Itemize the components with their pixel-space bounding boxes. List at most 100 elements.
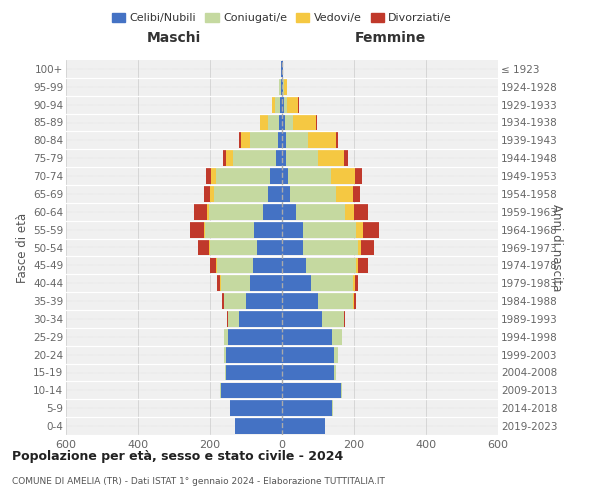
Bar: [226, 364, 282, 380]
Bar: [228, 329, 282, 344]
Bar: [346, 204, 354, 220]
Bar: [344, 150, 347, 166]
Bar: [285, 114, 293, 130]
Bar: [290, 186, 336, 202]
Bar: [279, 79, 280, 94]
Bar: [341, 382, 342, 398]
Bar: [278, 132, 282, 148]
Bar: [272, 97, 275, 112]
Bar: [275, 150, 282, 166]
Bar: [241, 132, 250, 148]
Bar: [250, 276, 282, 291]
Bar: [271, 168, 282, 184]
Bar: [281, 61, 282, 77]
Bar: [282, 258, 307, 273]
Bar: [223, 150, 226, 166]
Bar: [282, 347, 334, 362]
Bar: [361, 240, 374, 256]
Bar: [355, 276, 358, 291]
Bar: [332, 329, 343, 344]
Bar: [226, 347, 282, 362]
Bar: [356, 222, 362, 238]
Bar: [239, 132, 241, 148]
Bar: [283, 79, 284, 94]
Bar: [209, 204, 263, 220]
Bar: [222, 293, 224, 309]
Bar: [239, 311, 282, 327]
Bar: [279, 114, 282, 130]
Bar: [210, 186, 214, 202]
Bar: [287, 97, 298, 112]
Bar: [322, 311, 344, 327]
Bar: [214, 186, 268, 202]
Bar: [257, 240, 282, 256]
Bar: [331, 168, 355, 184]
Bar: [235, 418, 282, 434]
Bar: [334, 364, 336, 380]
Bar: [362, 222, 379, 238]
Bar: [353, 293, 354, 309]
Bar: [282, 204, 296, 220]
Bar: [228, 311, 239, 327]
Bar: [354, 293, 356, 309]
Bar: [284, 97, 287, 112]
Bar: [282, 311, 322, 327]
Bar: [336, 186, 353, 202]
Bar: [282, 132, 286, 148]
Bar: [282, 329, 332, 344]
Bar: [286, 150, 318, 166]
Bar: [334, 347, 338, 362]
Bar: [226, 150, 233, 166]
Bar: [286, 132, 308, 148]
Bar: [289, 168, 331, 184]
Bar: [282, 150, 286, 166]
Bar: [355, 168, 362, 184]
Bar: [211, 168, 217, 184]
Bar: [282, 382, 341, 398]
Bar: [263, 204, 282, 220]
Bar: [282, 240, 303, 256]
Bar: [296, 204, 346, 220]
Bar: [282, 168, 289, 184]
Bar: [316, 114, 317, 130]
Bar: [209, 240, 210, 256]
Bar: [307, 258, 356, 273]
Bar: [221, 276, 250, 291]
Text: Femmine: Femmine: [355, 31, 425, 45]
Bar: [198, 240, 209, 256]
Y-axis label: Fasce di età: Fasce di età: [16, 212, 29, 282]
Bar: [353, 186, 360, 202]
Bar: [282, 400, 332, 416]
Text: Maschi: Maschi: [147, 31, 201, 45]
Bar: [356, 258, 358, 273]
Bar: [250, 132, 278, 148]
Bar: [210, 240, 257, 256]
Text: Popolazione per età, sesso e stato civile - 2024: Popolazione per età, sesso e stato civil…: [12, 450, 343, 463]
Legend: Celibi/Nubili, Coniugati/e, Vedovi/e, Divorziati/e: Celibi/Nubili, Coniugati/e, Vedovi/e, Di…: [107, 8, 457, 28]
Bar: [275, 97, 280, 112]
Bar: [282, 293, 318, 309]
Bar: [282, 222, 303, 238]
Bar: [303, 240, 358, 256]
Bar: [206, 168, 211, 184]
Bar: [203, 186, 210, 202]
Bar: [353, 276, 355, 291]
Bar: [282, 186, 290, 202]
Bar: [281, 79, 282, 94]
Bar: [246, 293, 282, 309]
Bar: [282, 61, 283, 77]
Bar: [336, 132, 338, 148]
Bar: [205, 222, 254, 238]
Bar: [217, 258, 253, 273]
Bar: [221, 382, 282, 398]
Bar: [358, 258, 368, 273]
Bar: [282, 97, 284, 112]
Bar: [230, 400, 282, 416]
Bar: [203, 222, 205, 238]
Bar: [282, 79, 283, 94]
Bar: [217, 168, 271, 184]
Bar: [282, 418, 325, 434]
Bar: [303, 222, 356, 238]
Bar: [268, 186, 282, 202]
Bar: [308, 132, 336, 148]
